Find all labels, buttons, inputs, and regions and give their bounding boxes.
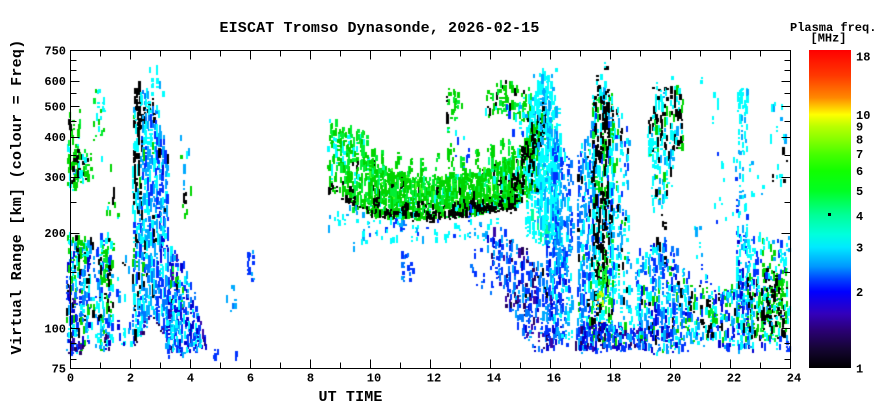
svg-text:200: 200 xyxy=(44,227,66,241)
svg-text:10: 10 xyxy=(856,109,870,123)
svg-text:750: 750 xyxy=(44,44,66,58)
svg-text:2: 2 xyxy=(856,286,863,300)
svg-text:Virtual Range [km] (colour = F: Virtual Range [km] (colour = Freq) xyxy=(9,40,26,355)
svg-text:22: 22 xyxy=(727,372,741,386)
svg-text:600: 600 xyxy=(44,75,66,89)
svg-text:6: 6 xyxy=(856,165,863,179)
svg-text:18: 18 xyxy=(607,372,621,386)
svg-text:Plasma freq.: Plasma freq. xyxy=(790,21,876,35)
svg-text:EISCAT Tromso Dynasonde, 2026-: EISCAT Tromso Dynasonde, 2026-02-15 xyxy=(220,20,540,37)
svg-text:400: 400 xyxy=(44,131,66,145)
svg-text:4: 4 xyxy=(856,210,863,224)
svg-text:[MHz]: [MHz] xyxy=(811,32,847,46)
svg-text:10: 10 xyxy=(367,372,381,386)
svg-text:7: 7 xyxy=(856,148,863,162)
svg-text:UT TIME: UT TIME xyxy=(319,389,383,406)
svg-text:6: 6 xyxy=(247,372,254,386)
svg-text:300: 300 xyxy=(44,171,66,185)
svg-text:500: 500 xyxy=(44,100,66,114)
svg-text:14: 14 xyxy=(487,372,501,386)
svg-text:0: 0 xyxy=(67,372,74,386)
svg-text:1: 1 xyxy=(856,362,863,376)
svg-text:75: 75 xyxy=(52,362,66,376)
svg-text:2: 2 xyxy=(127,372,134,386)
svg-text:8: 8 xyxy=(856,134,863,148)
svg-text:16: 16 xyxy=(547,372,561,386)
svg-text:24: 24 xyxy=(787,372,801,386)
svg-text:100: 100 xyxy=(44,323,66,337)
svg-text:9: 9 xyxy=(856,121,863,135)
svg-text:12: 12 xyxy=(427,372,441,386)
svg-text:20: 20 xyxy=(667,372,681,386)
svg-text:3: 3 xyxy=(856,241,863,255)
svg-text:18: 18 xyxy=(856,50,870,64)
svg-text:8: 8 xyxy=(307,372,314,386)
svg-text:5: 5 xyxy=(856,185,863,199)
svg-text:4: 4 xyxy=(187,372,194,386)
